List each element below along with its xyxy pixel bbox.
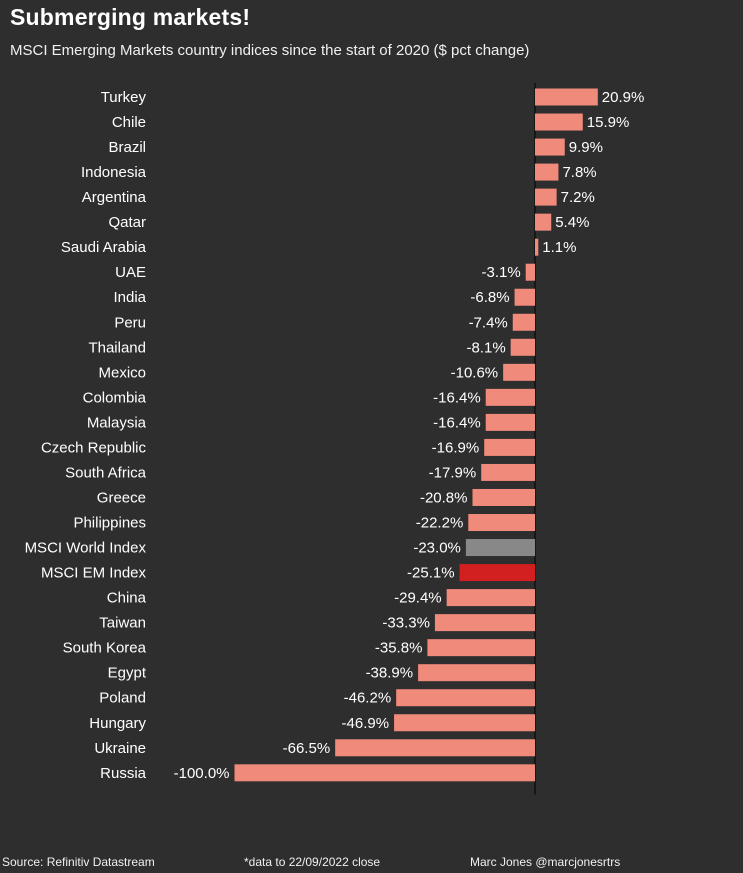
value-label: -22.2% (416, 515, 464, 532)
category-label: Poland (99, 690, 146, 707)
category-label: Russia (100, 765, 147, 782)
category-label: Colombia (83, 389, 147, 406)
value-label: 15.9% (587, 114, 630, 131)
value-label: 7.2% (561, 189, 595, 206)
bar-peru (512, 313, 535, 331)
footer-source: Source: Refinitiv Datastream (2, 855, 155, 869)
value-label: -23.0% (413, 540, 461, 557)
category-label: Greece (97, 489, 146, 506)
footer-credit: Marc Jones @marcjonesrtrs (470, 855, 621, 869)
bar-saudi-arabia (535, 238, 539, 256)
bar-china (446, 589, 535, 607)
bar-czech-republic (484, 438, 535, 456)
bar-poland (396, 689, 535, 707)
value-label: -17.9% (429, 464, 477, 481)
bar-south-africa (481, 463, 535, 481)
chart-title: Submerging markets! (10, 4, 251, 30)
value-label: -16.9% (432, 439, 480, 456)
bar-egypt (418, 664, 535, 682)
bar-argentina (535, 188, 557, 206)
value-label: -25.1% (407, 565, 455, 582)
category-label: South Korea (63, 640, 147, 657)
bar-uae (525, 263, 535, 281)
category-label: MSCI EM Index (41, 565, 147, 582)
value-label: -20.8% (420, 489, 468, 506)
category-label: Ukraine (94, 740, 146, 757)
value-label: -7.4% (469, 314, 508, 331)
value-label: -46.2% (344, 690, 392, 707)
bar-msci-em-index (459, 564, 535, 582)
category-label: Taiwan (99, 615, 146, 632)
value-label: -100.0% (174, 765, 230, 782)
bar-indonesia (535, 163, 559, 181)
category-label: Qatar (108, 214, 146, 231)
bar-colombia (485, 388, 535, 406)
value-label: 9.9% (569, 139, 603, 156)
bar-chile (535, 113, 583, 131)
value-label: -35.8% (375, 640, 423, 657)
bar-philippines (468, 514, 535, 532)
category-label: Turkey (101, 89, 147, 106)
bar-brazil (535, 138, 565, 156)
category-label: Mexico (98, 364, 146, 381)
value-label: -3.1% (481, 264, 520, 281)
value-label: -6.8% (470, 289, 509, 306)
bar-india (514, 288, 535, 306)
category-label: Argentina (82, 189, 147, 206)
bar-thailand (510, 338, 535, 356)
value-label: -8.1% (466, 339, 505, 356)
category-label: India (113, 289, 146, 306)
bar-greece (472, 488, 535, 506)
bar-south-korea (427, 639, 535, 657)
category-label: China (107, 590, 147, 607)
value-label: -16.4% (433, 414, 481, 431)
bar-hungary (394, 714, 535, 732)
bar-malaysia (485, 413, 535, 431)
value-label: -33.3% (382, 615, 430, 632)
bar-ukraine (335, 739, 535, 757)
category-label: Czech Republic (41, 439, 147, 456)
category-label: South Africa (65, 464, 147, 481)
footer-note: *data to 22/09/2022 close (244, 855, 381, 869)
category-label: Peru (114, 314, 146, 331)
value-label: 7.8% (562, 164, 596, 181)
bar-qatar (535, 213, 552, 231)
bar-msci-world-index (465, 539, 535, 557)
category-label: Thailand (88, 339, 146, 356)
value-label: 1.1% (542, 239, 576, 256)
value-label: 20.9% (602, 89, 645, 106)
value-label: -29.4% (394, 590, 442, 607)
category-label: Malaysia (87, 414, 147, 431)
category-label: Hungary (89, 715, 146, 732)
value-label: -38.9% (366, 665, 414, 682)
category-label: Philippines (73, 515, 146, 532)
category-label: Indonesia (81, 164, 147, 181)
bar-turkey (535, 88, 598, 106)
bar-mexico (503, 363, 535, 381)
category-label: Egypt (108, 665, 147, 682)
category-label: Saudi Arabia (61, 239, 147, 256)
category-label: Chile (112, 114, 146, 131)
category-label: Brazil (108, 139, 146, 156)
value-label: 5.4% (555, 214, 589, 231)
value-label: -16.4% (433, 389, 481, 406)
category-label: MSCI World Index (25, 540, 147, 557)
chart-subtitle: MSCI Emerging Markets country indices si… (10, 42, 530, 59)
value-label: -10.6% (451, 364, 499, 381)
category-label: UAE (115, 264, 146, 281)
bar-russia (234, 764, 535, 782)
value-label: -46.9% (342, 715, 390, 732)
value-label: -66.5% (283, 740, 331, 757)
bar-taiwan (434, 614, 535, 632)
